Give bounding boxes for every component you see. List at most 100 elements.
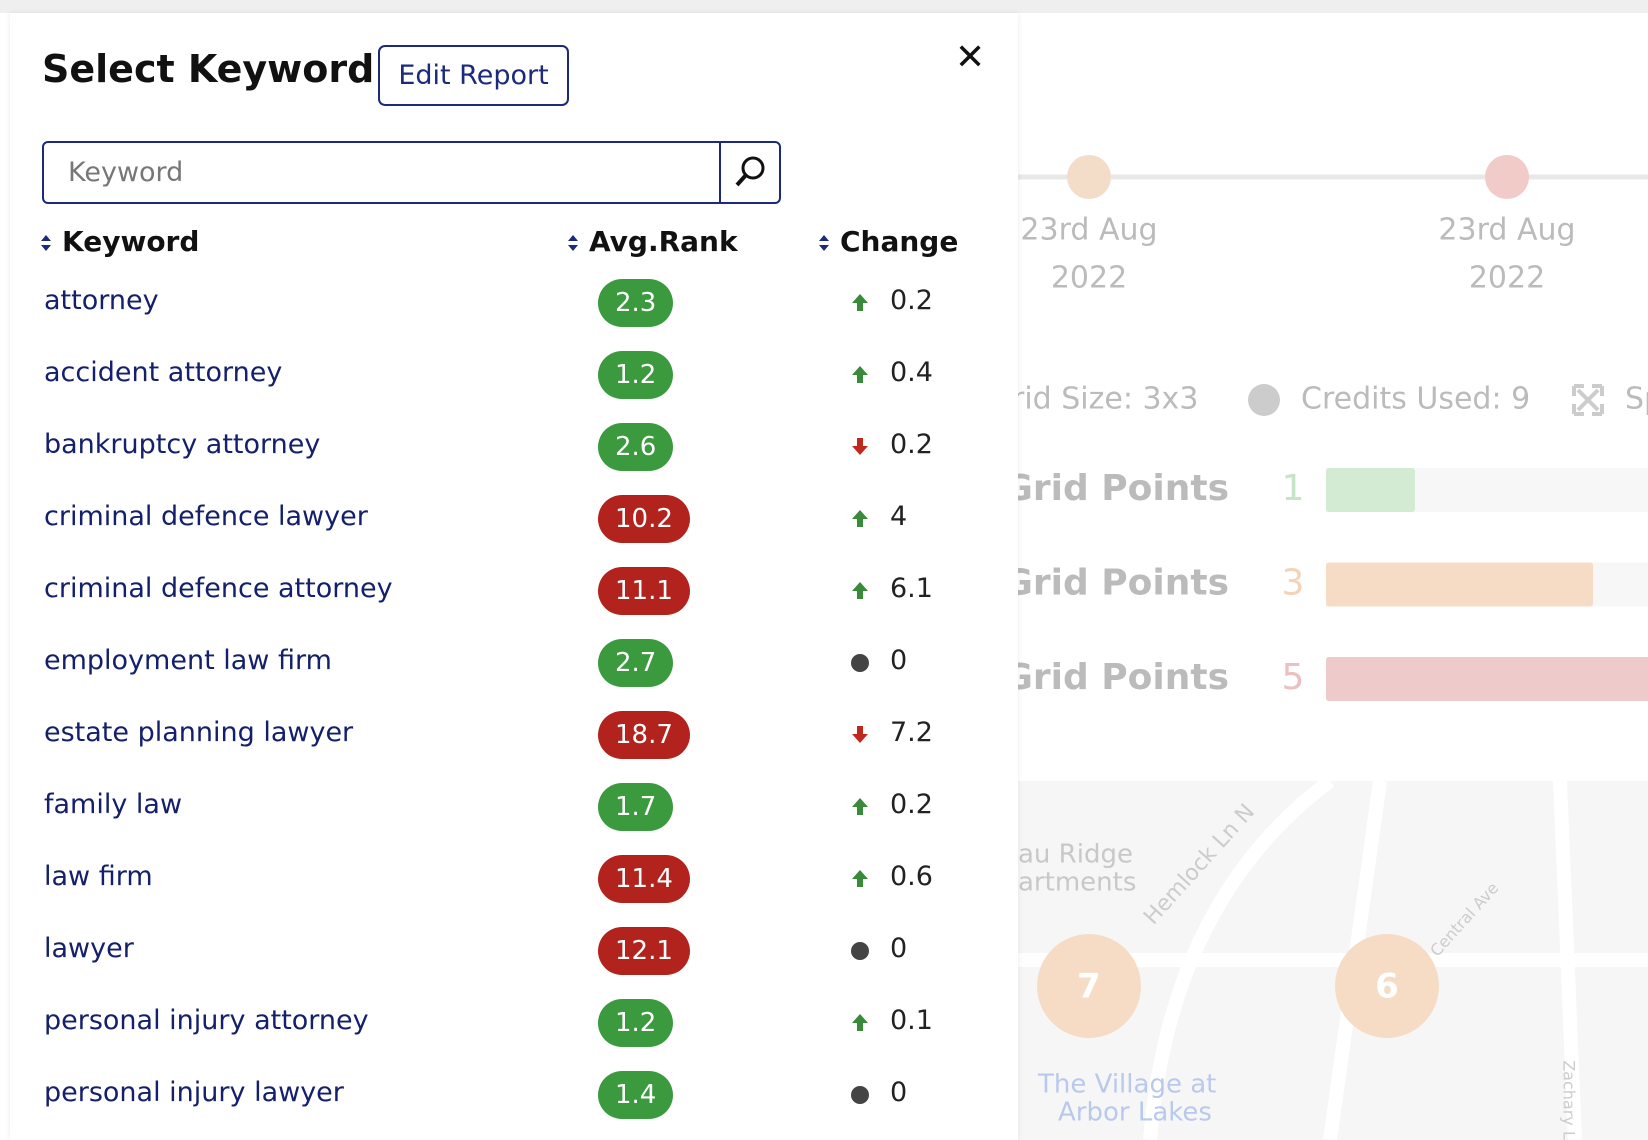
timeline-date: 23rd Aug <box>1020 213 1157 248</box>
rank-badge: 12.1 <box>598 927 690 975</box>
keyword[interactable]: employment law firm <box>44 645 332 676</box>
timeline-year: 2022 <box>1469 261 1545 296</box>
search-icon <box>735 156 765 187</box>
keyword[interactable]: attorney <box>44 285 159 316</box>
change-value: 0 <box>890 933 908 964</box>
change-value: 7.2 <box>890 717 933 748</box>
column-header[interactable]: Change <box>818 225 958 258</box>
trend-arrow <box>851 1086 869 1104</box>
keyword[interactable]: family law <box>44 789 183 820</box>
trend-icon <box>850 580 870 606</box>
change-value: 0.1 <box>890 1005 933 1036</box>
trend-icon <box>850 1012 870 1038</box>
timeline-year: 2022 <box>1051 261 1127 296</box>
column-header-text: Keyword <box>62 225 200 258</box>
trend-arrow <box>852 294 868 311</box>
cluster <box>1335 934 1439 1038</box>
modal-title: Select Keyword <box>42 47 375 91</box>
trend-arrow <box>852 438 868 455</box>
trend-arrow <box>852 726 868 743</box>
change-value: 0 <box>890 645 908 676</box>
column-header[interactable]: Avg.Rank <box>567 225 738 258</box>
trend-icon <box>850 364 870 390</box>
cluster <box>1037 934 1141 1038</box>
trend-icon <box>850 508 870 534</box>
grid-points-label: Grid Points <box>1003 657 1229 698</box>
timeline-dot <box>1067 155 1111 199</box>
map-place: Arbor Lakes <box>1058 1098 1212 1128</box>
keyword[interactable]: personal injury attorney <box>44 1005 369 1036</box>
rank-badge: 1.4 <box>598 1071 674 1119</box>
change-value: 0.6 <box>890 861 933 892</box>
rank-badge: 1.2 <box>598 351 674 399</box>
close-button[interactable]: ✕ <box>955 37 986 78</box>
keyword[interactable]: law firm <box>44 861 153 892</box>
search-box[interactable]: Keyword <box>42 141 781 204</box>
cluster-count: 7 <box>1077 967 1101 1007</box>
sort-icon <box>568 235 578 251</box>
grid-points-value: 1 <box>1282 468 1305 509</box>
trend-icon <box>850 652 870 678</box>
rank-badge: 11.1 <box>598 567 690 615</box>
cluster-count: 6 <box>1375 967 1399 1007</box>
bar <box>1326 562 1593 607</box>
keyword[interactable]: bankruptcy attorney <box>44 429 321 460</box>
map-place: The Village at <box>1037 1070 1216 1100</box>
rank-badge: 1.2 <box>598 999 674 1047</box>
trend-icon <box>850 868 870 894</box>
select-keyword-modal: Select Keyword Edit Report ✕ Keyword Key… <box>10 13 1018 1140</box>
column-header-text: Avg.Rank <box>589 225 738 258</box>
grid-points-label: Grid Points <box>1003 563 1229 604</box>
map-roads <box>1018 775 1648 1140</box>
keyword[interactable]: personal injury lawyer <box>44 1077 344 1108</box>
rank-badge: 10.2 <box>598 495 690 543</box>
fullscreen-icon <box>1572 384 1604 416</box>
trend-icon <box>850 1084 870 1110</box>
trend-icon <box>850 436 870 462</box>
change-value: 0.2 <box>890 789 933 820</box>
map-place: artments <box>1018 868 1136 898</box>
timeline-dot <box>1485 155 1529 199</box>
trend-icon <box>850 796 870 822</box>
rank-badge: 2.6 <box>598 423 674 471</box>
keyword[interactable]: lawyer <box>44 933 134 964</box>
street: Zachary L <box>1560 1060 1579 1140</box>
trend-arrow <box>852 1014 868 1031</box>
cut-text: Sp <box>1625 382 1648 417</box>
credits-icon <box>1248 384 1280 416</box>
grid-points-value: 5 <box>1282 657 1305 698</box>
rank-badge: 1.7 <box>598 783 674 831</box>
change-value: 4 <box>890 501 908 532</box>
keyword[interactable]: criminal defence lawyer <box>44 501 368 532</box>
change-value: 0 <box>890 1077 908 1108</box>
top-strip <box>0 0 1648 13</box>
trend-arrow <box>851 942 869 960</box>
column-header[interactable]: Keyword <box>40 225 199 258</box>
trend-arrow <box>852 798 868 815</box>
keyword[interactable]: criminal defence attorney <box>44 573 393 604</box>
grid-points-label: Grid Points <box>1003 468 1229 509</box>
edit-report-button[interactable]: Edit Report <box>378 45 569 106</box>
column-header-text: Change <box>840 225 959 258</box>
trend-icon <box>850 292 870 318</box>
keyword[interactable]: accident attorney <box>44 357 283 388</box>
change-value: 0.2 <box>890 429 933 460</box>
change-value: 0.4 <box>890 357 933 388</box>
rank-badge: 2.7 <box>598 639 674 687</box>
change-value: 0.2 <box>890 285 933 316</box>
grid-points-value: 3 <box>1282 563 1305 604</box>
sort-icon <box>819 235 829 251</box>
change-value: 6.1 <box>890 573 933 604</box>
sort-icon <box>41 235 51 251</box>
map-place: au Ridge <box>1018 840 1133 870</box>
search-button[interactable] <box>719 143 779 202</box>
trend-arrow <box>852 366 868 383</box>
keyword[interactable]: estate planning lawyer <box>44 717 354 748</box>
trend-arrow <box>852 870 868 887</box>
trend-icon <box>850 724 870 750</box>
search-placeholder: Keyword <box>68 157 184 188</box>
rank-badge: 18.7 <box>598 711 690 759</box>
rank-badge: 11.4 <box>598 855 690 903</box>
